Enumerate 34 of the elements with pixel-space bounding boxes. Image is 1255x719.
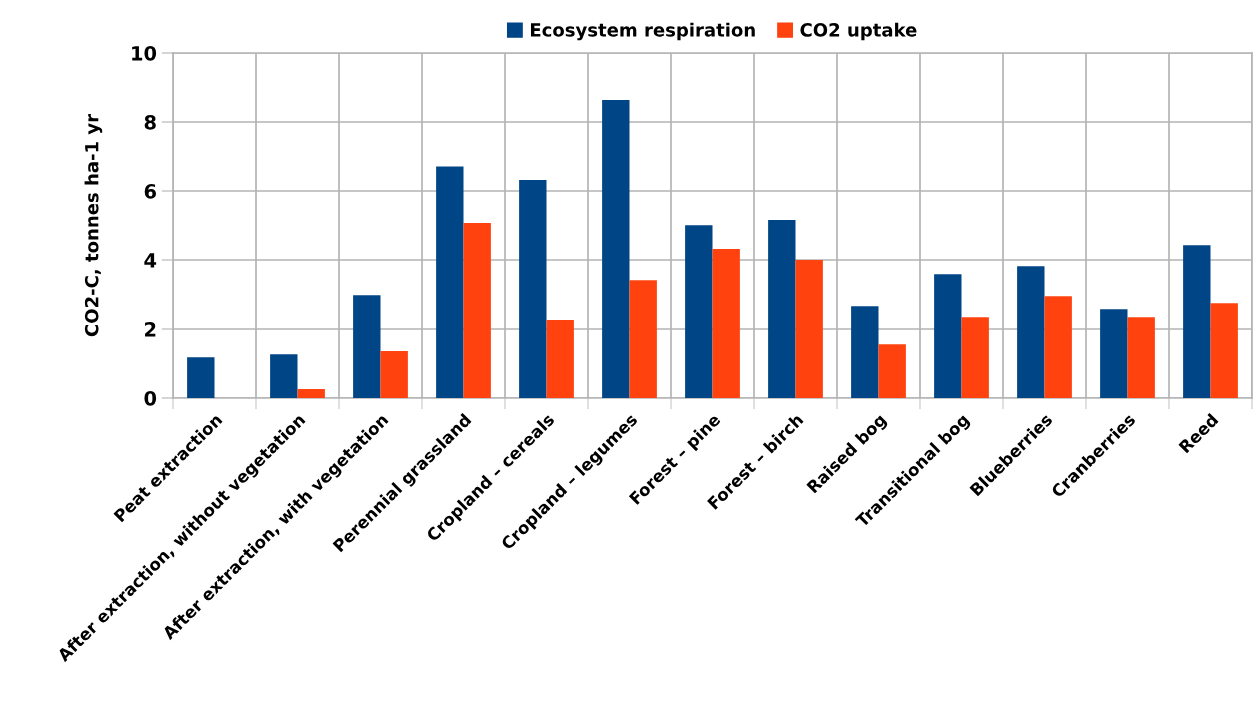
bar [878,344,906,398]
bar [629,280,657,398]
y-tick-label: 10 [132,45,157,61]
y-tick-label: 8 [144,114,156,130]
bar [297,389,325,398]
bar [463,223,491,398]
bar [1100,309,1128,398]
y-tick-label: 2 [145,321,156,337]
bar [795,260,823,398]
bar [1183,245,1211,398]
bar [851,306,879,398]
y-tick-label: 4 [144,253,157,268]
bar [685,225,713,398]
y-tick-label: 0 [144,390,157,406]
bar [934,274,962,398]
bar [270,354,298,398]
bar [961,317,989,398]
legend-label: Ecosystem respiration [530,22,755,41]
legend-label: CO2 uptake [800,22,917,41]
bar [353,295,381,398]
y-tick-label: 6 [144,183,156,199]
bar [436,166,464,398]
y-axis-title: CO2-C, tonnes ha-1 yr [84,113,103,337]
bar [380,351,408,398]
bar [1210,303,1238,398]
bar [1017,266,1045,398]
bar [1127,317,1155,398]
bar [712,248,740,398]
bar [519,179,547,398]
bar [768,219,796,398]
bar [602,99,630,398]
bar [546,320,574,398]
bar [187,357,215,398]
bar [1044,296,1072,398]
